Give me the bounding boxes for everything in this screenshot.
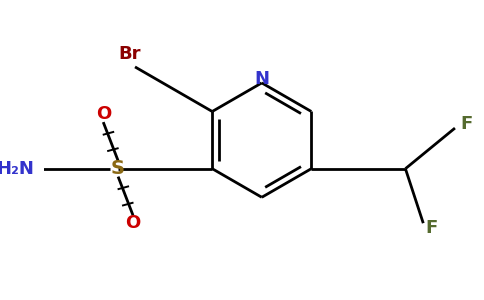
Text: S: S (111, 159, 125, 178)
Text: F: F (460, 115, 472, 133)
Text: O: O (96, 105, 111, 123)
Text: O: O (125, 214, 140, 232)
Text: H₂N: H₂N (0, 160, 34, 178)
Text: Br: Br (119, 45, 141, 63)
Text: F: F (425, 219, 438, 237)
Text: N: N (254, 70, 269, 88)
